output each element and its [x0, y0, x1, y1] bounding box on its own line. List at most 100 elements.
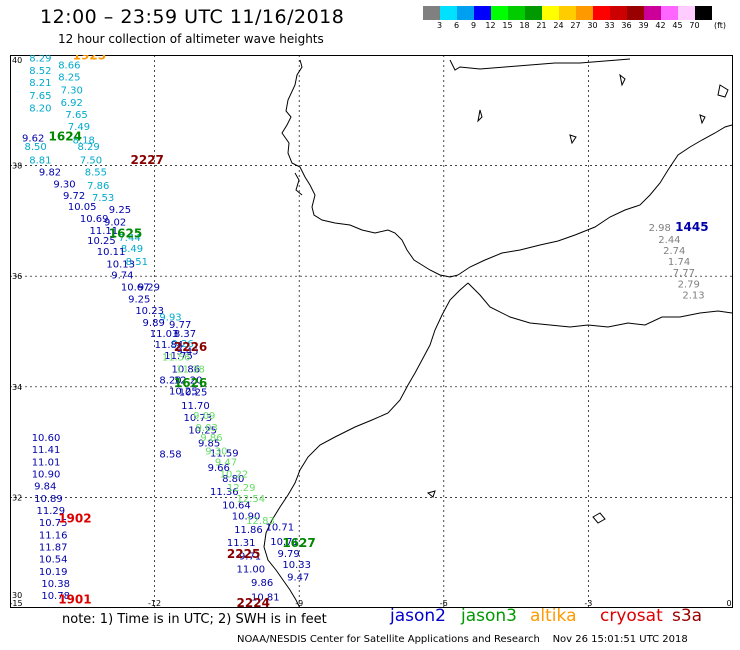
wave-height-value: 8.37 [174, 329, 196, 340]
scale-label: 42 [655, 21, 666, 30]
altimeter-tracks: 8.298.668.528.258.217.307.656.928.207.65… [22, 55, 705, 603]
wave-height-value: 10.69 [80, 214, 109, 225]
wave-height-value: 7.30 [61, 86, 83, 97]
wave-height-value: 11.84 [155, 340, 184, 351]
wave-height-value: 9.93 [159, 312, 181, 323]
wave-height-value: 12.29 [227, 483, 256, 494]
wave-height-value: 8.52 [29, 66, 51, 77]
coastline-morocco [263, 282, 469, 608]
wave-height-value: 9.77 [169, 320, 191, 331]
wave-height-value: 9.47 [287, 572, 309, 583]
axis-ticks: -15 -12 -9 -6 -3 0 30 32 34 36 38 40 [10, 56, 732, 608]
pass-time-label: 1627 [282, 536, 315, 550]
footer-timestamp: Nov 26 15:01:51 UTC 2018 [552, 634, 688, 645]
wave-height-value: 10.81 [251, 592, 280, 603]
wave-height-value: 12.83 [246, 516, 275, 527]
scale-label: 27 [570, 21, 581, 30]
scale-label: 18 [519, 21, 530, 30]
coastline-iberia-north-east [449, 58, 631, 71]
wave-height-value: 10.22 [220, 469, 249, 480]
page-title: 12:00 – 23:59 UTC 11/16/2018 [40, 6, 345, 28]
page-subtitle: 12 hour collection of altimeter wave hei… [58, 32, 324, 46]
lon-tick-label: -12 [148, 599, 161, 608]
wave-height-value: 10.90 [32, 469, 61, 480]
wave-height-value: 11.01 [32, 457, 61, 468]
wave-height-value: 11.59 [210, 448, 239, 459]
wave-height-value: 11.29 [37, 506, 66, 517]
scale-swatch [542, 6, 559, 20]
scale-label: 24 [553, 21, 564, 30]
wave-height-value: 10.11 [97, 247, 126, 258]
scale-swatch [508, 6, 525, 20]
wave-height-value: 11.16 [39, 530, 68, 541]
coastline-iberia-west [281, 59, 459, 278]
scale-label: 45 [672, 21, 683, 30]
wave-height-value: 10.23 [135, 306, 164, 317]
legend-jason2: jason2 [390, 606, 446, 626]
footer-credit: NOAA/NESDIS Center for Satellite Applica… [237, 634, 688, 645]
coastline-iberia-south [457, 124, 733, 276]
scale-swatch [576, 6, 593, 20]
wave-height-value: 10.71 [265, 523, 294, 534]
legend-altika: altika [530, 606, 577, 626]
wave-height-value: 11.41 [32, 445, 61, 456]
scale-swatch [491, 6, 508, 20]
wave-height-value: 9.79 [278, 549, 300, 560]
wave-height-value: 9.47 [215, 457, 237, 468]
scale-swatch [644, 6, 661, 20]
wave-height-value: 10.33 [282, 560, 311, 571]
wave-height-value: 9.89 [143, 318, 165, 329]
wave-height-value: 9.03 [196, 423, 218, 434]
lon-tick-label: 0 [726, 599, 731, 608]
scale-label: 3 [436, 21, 443, 30]
wave-height-value: 10.25 [188, 425, 217, 436]
scale-swatch [423, 6, 440, 20]
wave-height-value: 7.50 [80, 155, 102, 166]
wave-height-value: 9.45 [176, 347, 198, 358]
scale-swatch [440, 6, 457, 20]
island-canary [592, 512, 606, 524]
wave-height-value: 2.13 [682, 290, 704, 301]
lat-tick-label: 32 [12, 493, 22, 502]
lat-tick-label: 38 [12, 162, 22, 171]
wave-height-value: 8.55 [85, 168, 107, 179]
pass-time-labels: 1925 1624 2227 1625 1445 2226 1626 1902 1627 2225… [49, 55, 709, 608]
scale-label: 30 [587, 21, 598, 30]
lon-tick-label: -3 [584, 599, 592, 608]
scale-swatch [457, 6, 474, 20]
lake-3 [619, 73, 626, 87]
wave-height-value: 8.29 [77, 142, 99, 153]
wave-height-value: 9.86 [251, 578, 273, 589]
scale-swatch [474, 6, 491, 20]
wave-height-value: 8.18 [73, 135, 95, 146]
wave-height-value: 8.25 [58, 72, 80, 83]
wave-height-value: 9.26 [171, 339, 193, 350]
wave-height-value: 9.30 [205, 446, 227, 457]
map-frame [10, 55, 733, 608]
wave-height-value: 8.81 [29, 155, 51, 166]
wave-height-value: 7.77 [673, 268, 695, 279]
wave-height-value: 10.25 [87, 236, 116, 247]
coastline-africa [467, 282, 733, 328]
wave-height-value: 8.21 [29, 78, 51, 89]
wave-height-value: 10.73 [184, 413, 213, 424]
wave-height-value: 9.30 [53, 180, 75, 191]
wave-height-value: 8.20 [159, 375, 181, 386]
wave-height-value: 7.44 [118, 233, 140, 244]
wave-height-value: 7.65 [65, 110, 87, 121]
wave-height-value: 9.86 [200, 433, 222, 444]
wave-height-value: 9.71 [239, 551, 261, 562]
wave-height-value: 2.44 [658, 235, 680, 246]
wave-height-value: 10.71 [270, 537, 299, 548]
lat-tick-label: 34 [12, 383, 22, 392]
scale-swatch [627, 6, 644, 20]
scale-label: 36 [621, 21, 632, 30]
wave-height-value: 9.25 [109, 205, 131, 216]
scale-swatch [593, 6, 610, 20]
wave-height-value: 10.64 [222, 500, 251, 511]
wave-height-value: 8.80 [222, 474, 244, 485]
wave-height-value: 11.11 [90, 226, 119, 237]
wave-height-value: 11.00 [237, 565, 266, 576]
lake-2 [569, 134, 577, 145]
pass-time-label: 1902 [58, 511, 91, 525]
